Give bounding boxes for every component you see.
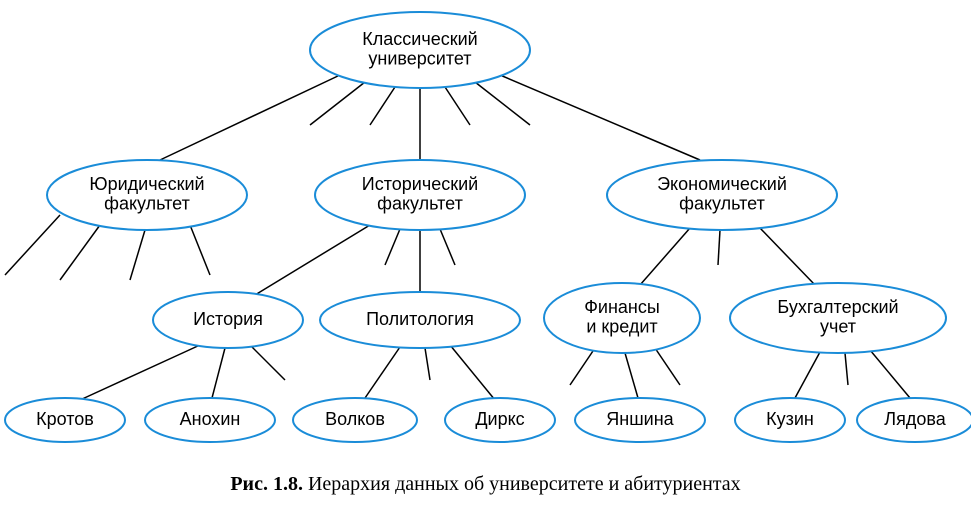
tree-node-krotov: Кротов	[5, 398, 125, 442]
tree-node-polit: Политология	[320, 292, 520, 348]
tree-edge	[130, 230, 145, 280]
node-label: Анохин	[180, 409, 241, 429]
tree-node-yanshina: Яншина	[575, 398, 705, 442]
tree-edge	[870, 350, 910, 398]
tree-edge	[160, 75, 340, 160]
tree-node-history: История	[153, 292, 303, 348]
tree-edge	[250, 345, 285, 380]
node-label: История	[193, 309, 263, 329]
tree-edge	[760, 228, 815, 285]
node-label: Классический	[362, 29, 477, 49]
caption-prefix: Рис. 1.8.	[230, 473, 308, 495]
tree-node-hist: Историческийфакультет	[315, 160, 525, 230]
node-label: Волков	[325, 409, 385, 429]
tree-node-dirks: Диркс	[445, 398, 555, 442]
tree-edge	[212, 348, 225, 398]
tree-edge	[845, 353, 848, 385]
tree-node-finance: Финансыи кредит	[544, 283, 700, 353]
node-label: Лядова	[884, 409, 946, 429]
caption-text: Иерархия данных об университете и абитур…	[308, 473, 741, 495]
tree-node-lyadova: Лядова	[857, 398, 971, 442]
tree-node-accounting: Бухгалтерскийучет	[730, 283, 946, 353]
node-label: учет	[820, 317, 856, 337]
node-label: Бухгалтерский	[777, 297, 898, 317]
tree-node-anohin: Анохин	[145, 398, 275, 442]
tree-edge	[60, 225, 100, 280]
tree-edge	[655, 348, 680, 385]
node-label: факультет	[104, 194, 190, 214]
node-label: факультет	[679, 194, 765, 214]
tree-edge	[475, 82, 530, 125]
tree-edge	[425, 348, 430, 380]
node-label: Исторический	[362, 174, 478, 194]
tree-node-root: Классическийуниверситет	[310, 12, 530, 88]
tree-edge	[440, 229, 455, 265]
tree-node-volkov: Волков	[293, 398, 417, 442]
node-label: Политология	[366, 309, 474, 329]
node-label: университет	[368, 49, 471, 69]
node-label: Юридический	[89, 174, 204, 194]
tree-edge	[370, 87, 395, 125]
tree-edge	[365, 347, 400, 398]
node-label: и кредит	[586, 317, 657, 337]
tree-edge	[570, 348, 595, 385]
tree-edge	[640, 228, 690, 285]
tree-edge	[500, 75, 700, 160]
tree-edge	[385, 229, 400, 265]
tree-edge	[255, 225, 370, 295]
tree-edge	[445, 87, 470, 125]
diagram-caption: Рис. 1.8. Иерархия данных об университет…	[230, 473, 740, 495]
tree-edge	[450, 345, 495, 400]
tree-edge	[795, 352, 820, 398]
tree-edge	[718, 230, 720, 265]
tree-node-econ: Экономическийфакультет	[607, 160, 837, 230]
node-label: Кротов	[36, 409, 94, 429]
tree-edge	[80, 345, 200, 400]
node-label: факультет	[377, 194, 463, 214]
tree-edge	[5, 215, 60, 275]
node-label: Яншина	[606, 409, 674, 429]
node-label: Финансы	[584, 297, 660, 317]
node-label: Диркс	[475, 409, 524, 429]
tree-node-law: Юридическийфакультет	[47, 160, 247, 230]
tree-edge	[310, 82, 365, 125]
node-label: Экономический	[657, 174, 787, 194]
tree-edge	[625, 353, 638, 398]
node-label: Кузин	[766, 409, 814, 429]
tree-node-kuzin: Кузин	[735, 398, 845, 442]
tree-edge	[190, 225, 210, 275]
hierarchy-diagram: КлассическийуниверситетЮридическийфакуль…	[0, 0, 971, 511]
